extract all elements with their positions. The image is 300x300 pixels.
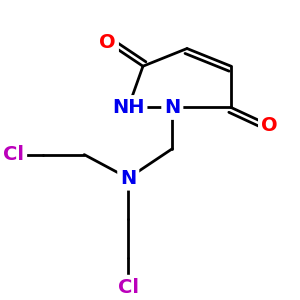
Text: NH: NH (112, 98, 145, 117)
Text: Cl: Cl (118, 278, 139, 297)
Text: O: O (99, 33, 116, 52)
Text: N: N (164, 98, 180, 117)
Text: N: N (120, 169, 136, 188)
Text: Cl: Cl (3, 145, 24, 164)
Text: O: O (261, 116, 278, 135)
